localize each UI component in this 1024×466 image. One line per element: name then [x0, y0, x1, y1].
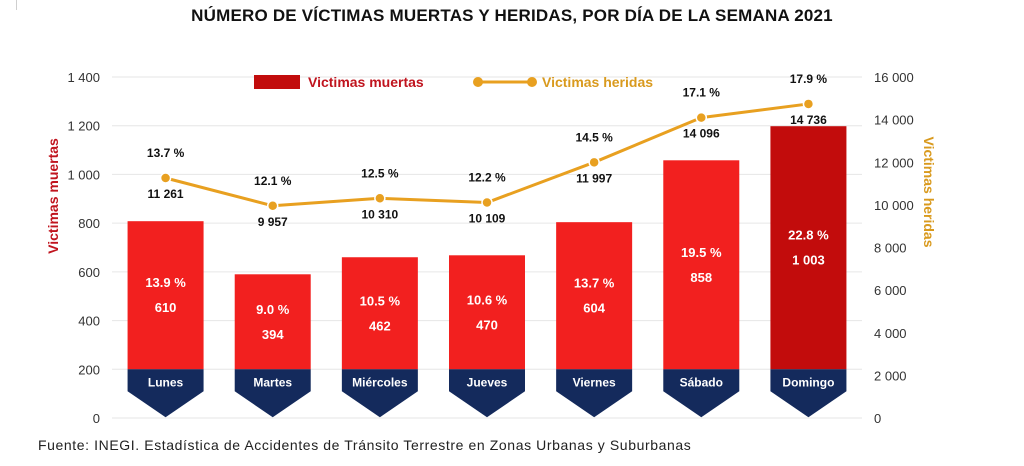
left-tick-label: 800	[78, 216, 100, 231]
left-tick-label: 200	[78, 362, 100, 377]
bar	[663, 160, 740, 370]
right-tick-label: 12 000	[874, 155, 914, 170]
bar-pct-label: 13.7 %	[574, 276, 615, 291]
left-tick-label: 600	[78, 265, 100, 280]
bar-pct-label: 13.9 %	[145, 275, 186, 290]
bar-value-label: 604	[583, 301, 605, 316]
line-value-label: 14 736	[790, 113, 827, 127]
category-band	[770, 369, 847, 418]
legend-bar-swatch	[254, 75, 300, 89]
bar	[234, 274, 311, 370]
right-tick-label: 10 000	[874, 198, 914, 213]
left-tick-label: 400	[78, 314, 100, 329]
legend-line-marker	[473, 77, 483, 87]
line-pct-label: 13.7 %	[147, 146, 185, 160]
left-tick-label: 1 400	[67, 70, 100, 85]
line-pct-label: 17.1 %	[683, 86, 721, 100]
category-label: Miércoles	[352, 375, 408, 389]
category-label: Martes	[253, 375, 292, 389]
line-pct-label: 12.1 %	[254, 174, 292, 188]
category-band	[341, 369, 418, 418]
bar	[556, 222, 633, 370]
left-tick-label: 0	[93, 411, 100, 426]
line-point	[374, 192, 386, 205]
chart-title: NÚMERO DE VÍCTIMAS MUERTAS Y HERIDAS, PO…	[191, 6, 833, 25]
category-label: Domingo	[782, 375, 834, 389]
bar	[127, 221, 204, 370]
legend-line-label: Victimas heridas	[542, 74, 653, 90]
bar-pct-label: 19.5 %	[681, 245, 722, 260]
bar-value-label: 470	[476, 317, 498, 332]
line-value-label: 10 109	[469, 212, 506, 226]
right-tick-label: 6 000	[874, 283, 907, 298]
right-tick-label: 0	[874, 411, 881, 426]
legend-bar-label: Victimas muertas	[308, 74, 424, 90]
category-label: Viernes	[573, 375, 616, 389]
right-tick-label: 4 000	[874, 326, 907, 341]
bar	[770, 126, 847, 370]
line-point	[588, 156, 600, 169]
right-axis-title: Victimas heridas	[921, 136, 937, 247]
category-band	[663, 369, 740, 418]
bar-value-label: 394	[262, 327, 284, 342]
right-tick-label: 14 000	[874, 113, 914, 128]
line-point	[695, 111, 708, 124]
bar-value-label: 1 003	[792, 253, 825, 268]
right-tick-label: 2 000	[874, 368, 907, 383]
left-axis-title: Victimas muertas	[45, 138, 61, 254]
category-label: Sábado	[680, 375, 723, 389]
source-note: Fuente: INEGI. Estadística de Accidentes…	[38, 437, 692, 453]
bar-pct-label: 10.5 %	[360, 293, 401, 308]
line-pct-label: 12.5 %	[361, 166, 399, 180]
line-pct-label: 17.9 %	[790, 72, 828, 86]
right-tick-label: 8 000	[874, 241, 907, 256]
left-tick-label: 1 200	[67, 119, 100, 134]
category-band	[127, 369, 204, 418]
category-band	[556, 369, 633, 418]
line-value-label: 11 997	[576, 171, 612, 185]
line-point	[802, 98, 815, 110]
bar-value-label: 858	[690, 270, 712, 285]
line-point	[159, 172, 172, 184]
line-pct-label: 12.2 %	[468, 171, 506, 185]
line-value-label: 10 310	[362, 207, 399, 221]
line-value-label: 11 261	[148, 187, 184, 201]
category-label: Jueves	[467, 375, 508, 389]
category-band	[449, 369, 525, 418]
line-point	[266, 200, 279, 212]
bar-pct-label: 9.0 %	[256, 302, 290, 317]
line-value-label: 9 957	[258, 215, 288, 229]
category-band	[234, 369, 311, 418]
category-label: Lunes	[148, 375, 184, 389]
line-value-label: 14 096	[683, 127, 720, 141]
right-tick-label: 16 000	[874, 70, 914, 85]
bar-value-label: 610	[155, 300, 177, 315]
line-point	[481, 196, 493, 209]
bar	[341, 257, 418, 370]
legend-line-marker	[527, 77, 537, 87]
bar	[449, 255, 525, 370]
bar-value-label: 462	[369, 318, 391, 333]
line-pct-label: 14.5 %	[575, 130, 613, 144]
frame-edge	[16, 0, 17, 10]
bar-pct-label: 10.6 %	[467, 292, 508, 307]
left-tick-label: 1 000	[67, 167, 100, 182]
bar-pct-label: 22.8 %	[788, 228, 829, 243]
